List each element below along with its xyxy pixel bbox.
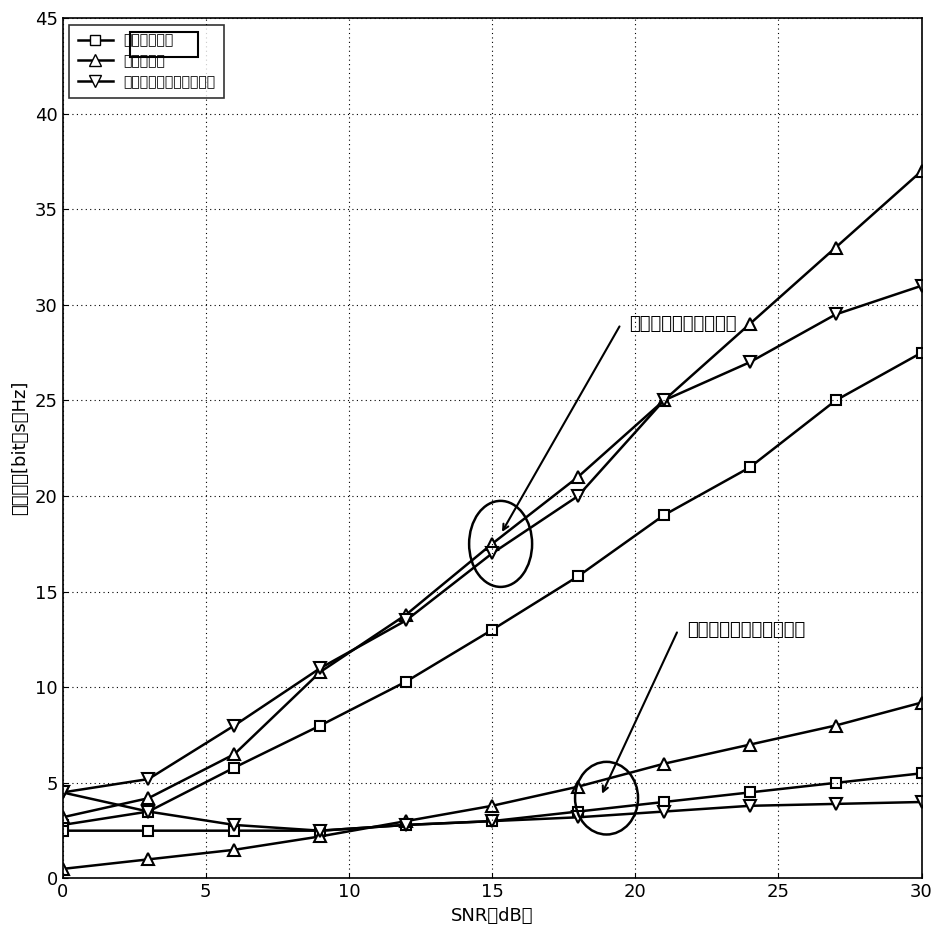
Text: 所有用户的总系统容量: 所有用户的总系统容量 — [630, 315, 737, 333]
X-axis label: SNR（dB）: SNR（dB） — [451, 907, 533, 925]
Text: 新网络中用户的系统容量: 新网络中用户的系统容量 — [686, 621, 805, 639]
Legend: 原有网络用户, 本专利方法, 忽略干扰直接最大化容量: 原有网络用户, 本专利方法, 忽略干扰直接最大化容量 — [70, 25, 224, 97]
Y-axis label: 系统容量[bit／s／Hz]: 系统容量[bit／s／Hz] — [11, 381, 29, 516]
